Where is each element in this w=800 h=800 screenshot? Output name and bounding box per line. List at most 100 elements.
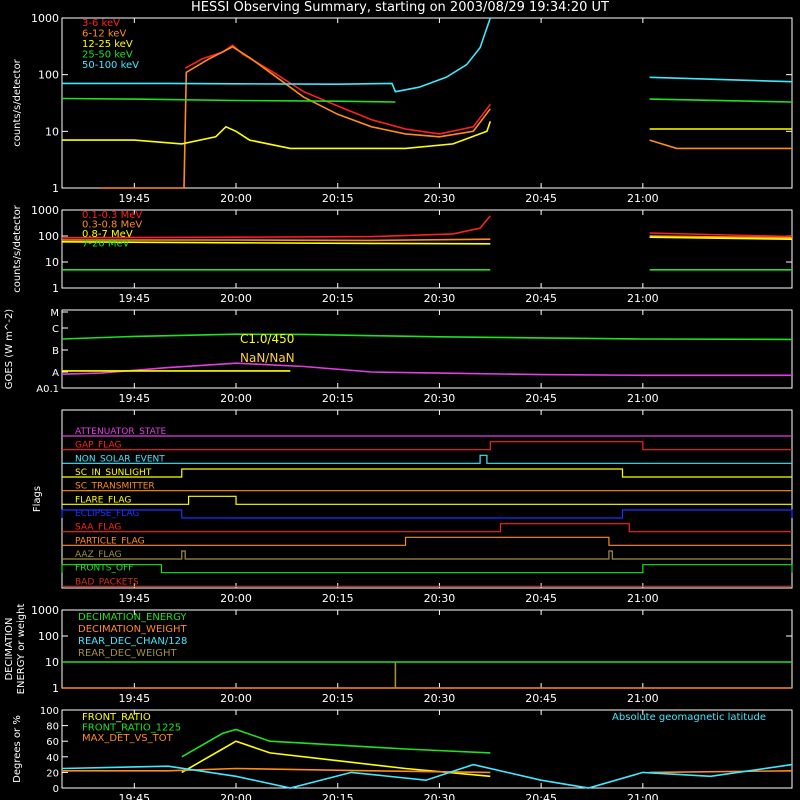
panel1-legend-entry: 12-25 keV [82,39,133,50]
panel3-y-tick-label: B [52,346,59,357]
panel1-y-tick-label: 10 [45,125,59,138]
panel6-y-tick-label: 100 [40,706,59,717]
panel5-legend-entry: DECIMATION_ENERGY [78,612,187,623]
panel2-x-tick-label: 20:15 [322,292,354,305]
panel6-series-line [61,763,793,789]
panel5-x-tick-label: 20:15 [322,692,354,705]
panel3-x-tick-label: 20:00 [220,392,252,405]
panel5-y-label: DECIMATION [4,617,15,680]
panel6-x-tick-label: 19:45 [118,792,150,800]
panel1-x-tick-label: 20:00 [220,192,252,205]
panel4-frame [61,409,793,589]
panel3-frame [61,309,793,389]
panel4-x-tick-label: 20:15 [322,592,354,605]
panel2-legend-entry: 0.1-0.3 MeV [82,210,142,221]
panel6-y-tick-label: 80 [46,722,59,733]
panel1-y-tick-label: 100 [38,69,59,82]
panel4-flag-line [61,509,793,519]
panel1-legend-entry: 25-50 keV [82,50,133,61]
panel4-flag-line [62,523,792,533]
panel5-x-tick-label: 20:30 [424,692,456,705]
panel2-x-tick-label: 20:00 [220,292,252,305]
panel1-legend-entry: 6-12 keV [82,29,126,40]
panel3-x-tick-label: 20:15 [322,392,354,405]
panel4-flag-line [61,564,793,574]
panel4-flag-line [62,468,792,478]
panel6-legend-entry: FRONT_RATIO_1225 [82,723,181,734]
panel4-flag-label: ATTENUATOR_STATE [75,427,167,437]
panel1-series-line [184,44,491,135]
panel4-flag-label: GAP_FLAG [75,441,121,451]
panel5-legend-entry: REAR_DEC_WEIGHT [78,648,177,659]
panel5-y-tick-label: 100 [38,630,59,643]
panel1-series-line [62,121,792,150]
panel3-y-tick-label: A [52,368,59,379]
panel1-series-line [100,45,792,189]
panel4-x-tick-label: 20:00 [220,592,252,605]
panel2-series-line [61,236,793,245]
panel2-legend-entry: 7-20 MeV [82,239,130,250]
panel3-series-line [61,333,793,341]
panel5-x-tick-label: 21:00 [627,692,659,705]
panel4-flag-line [62,495,792,505]
panel2-y-tick-label: 100 [38,230,59,243]
panel4-flag-line [62,441,792,451]
panel3-annotation: NaN/NaN [240,351,295,365]
panel4-flag-line [62,550,792,560]
panel6-x-tick-label: 20:30 [424,792,456,800]
panel4-x-tick-label: 20:45 [525,592,557,605]
panel2-frame [61,209,793,289]
panel2-x-tick-label: 19:45 [118,292,150,305]
panel5-y-label: ENERGY or weight [16,604,27,695]
panel5-y-tick-label: 10 [45,656,59,669]
page-title: HESSI Observing Summary, starting on 200… [191,0,609,15]
panel4-flag-label: BAD_PACKETS [75,577,139,587]
panel6-x-tick-label: 20:00 [220,792,252,800]
panel4-flag-label: SAA_FLAG [75,523,121,533]
panel6-series-line [181,740,491,778]
panel3-series-line [61,362,792,377]
panel4-flag-label: NON_SOLAR_EVENT [75,454,165,464]
panel1-y-label: counts/s/detector [12,58,23,146]
panel4-flag-line [62,454,792,464]
panel4-x-tick-label: 21:00 [627,592,659,605]
panel3-x-tick-label: 20:45 [525,392,557,405]
panel6-y-tick-label: 20 [46,768,59,779]
panel1-x-tick-label: 20:45 [525,192,557,205]
panel4-flag-label: ECLIPSE_FLAG [75,509,139,519]
panel6-annotation: Absolute geomagnetic latitude [612,712,766,723]
panel6-series-line [62,767,793,774]
panel1-legend-entry: 3-6 keV [82,18,120,29]
panel3-y-tick-label: M [50,308,59,319]
panel1-x-tick-label: 20:15 [322,192,354,205]
panel4-flag-label: PARTICLE_FLAG [75,536,145,546]
panel5-y-tick-label: 1 [52,682,59,695]
panel4-flag-label: SC_TRANSMITTER [75,482,155,492]
panel6-legend-entry: FRONT_RATIO [82,712,151,723]
panel3-annotation: C1.0/450 [240,332,294,346]
panel6-series-line [181,728,491,758]
panel2-x-tick-label: 20:30 [424,292,456,305]
panel1-series-line [62,17,793,93]
panel3-x-tick-label: 21:00 [627,392,659,405]
panel4-y-label: Flags [32,486,43,512]
panel4-flag-label: SC_IN_SUNLIGHT [75,468,152,478]
panel1-frame [61,17,793,189]
panel2-series-line [61,215,793,239]
panel1-series-line [61,97,793,103]
panel5-legend-entry: DECIMATION_WEIGHT [78,624,187,635]
panel2-x-tick-label: 20:45 [525,292,557,305]
panel6-y-tick-label: 40 [46,753,59,764]
panel4-flag-label: AAZ_FLAG [75,550,122,560]
panel2-legend-entry: 0.8-7 MeV [82,229,133,240]
panel5-legend-entry: REAR_DEC_CHAN/128 [78,636,187,647]
panel6-x-tick-label: 20:45 [525,792,557,800]
panel4-x-tick-label: 19:45 [118,592,150,605]
panel6-y-tick-label: 60 [46,737,59,748]
panel2-legend-entry: 0.3-0.8 MeV [82,220,142,231]
panel2-y-tick-label: 1000 [31,204,59,217]
panel2-y-tick-label: 10 [45,256,59,269]
panel1-x-tick-label: 19:45 [118,192,150,205]
